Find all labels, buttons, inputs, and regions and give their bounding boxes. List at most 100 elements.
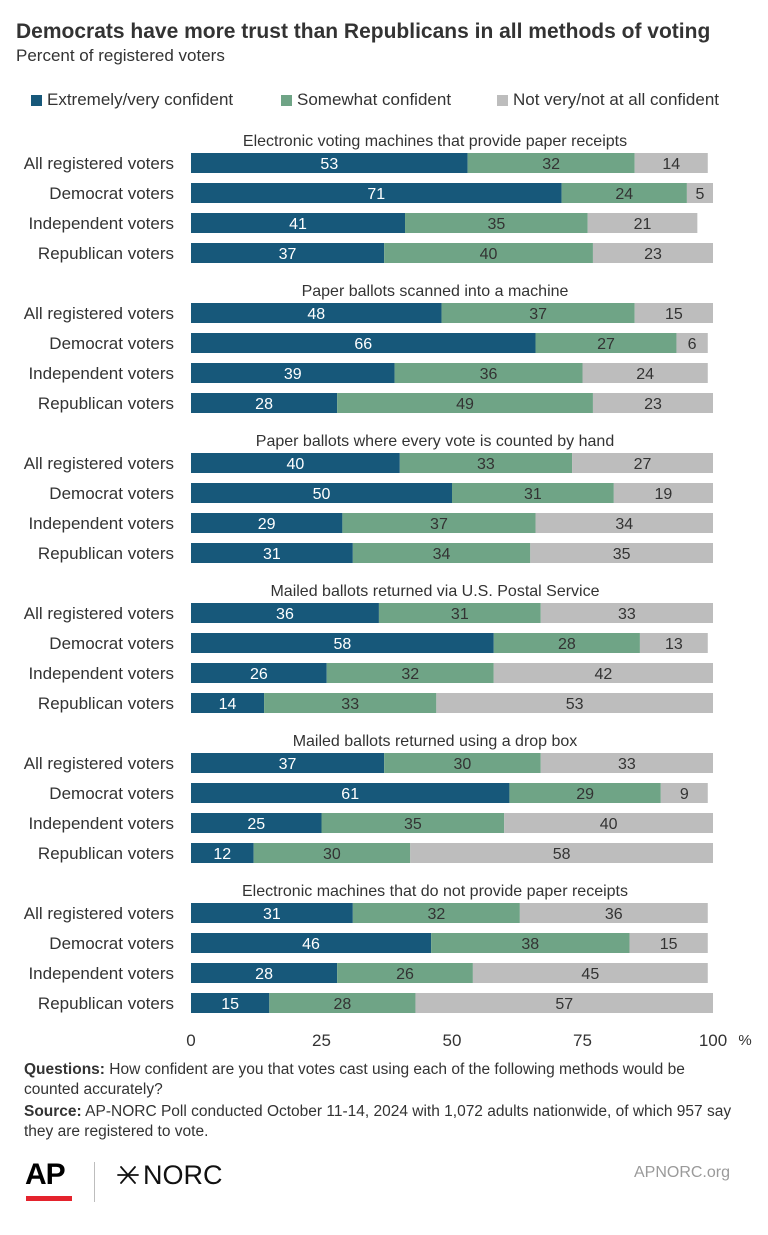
bar-segment-not-very-not-at-all-confident [634,303,713,323]
row-label: Independent voters [28,364,174,383]
bar-segment-not-very-not-at-all-confident [613,483,713,503]
bar-segment-extremely-very-confident [191,333,536,353]
data-label: 35 [487,216,505,233]
data-label: 36 [480,366,498,383]
data-label: 28 [255,966,273,983]
data-label: 32 [542,156,560,173]
data-label: 31 [263,906,281,923]
data-label: 5 [695,186,704,203]
data-label: 50 [313,486,331,503]
bar-segment-somewhat-confident [561,183,687,203]
legend: Extremely/very confident Somewhat confid… [0,90,768,112]
bar-segment-extremely-very-confident [191,183,562,203]
data-label: 40 [480,246,498,263]
ap-logo-text: AP [25,1158,66,1191]
data-label: 41 [289,216,307,233]
data-label: 27 [597,336,615,353]
chart-title: Democrats have more trust than Republica… [16,20,711,43]
bar-segment-somewhat-confident [253,843,411,863]
row-label: Democrat voters [49,634,174,653]
data-label: 15 [660,936,678,953]
bar-segment-not-very-not-at-all-confident [519,903,708,923]
bar-segment-somewhat-confident [337,393,593,413]
row-label: Republican voters [38,394,174,413]
bar-segment-somewhat-confident [269,993,416,1013]
chart-subtitle: Percent of registered voters [16,46,225,65]
data-label: 28 [333,996,351,1013]
row-label: Democrat voters [49,484,174,503]
row-label: All registered voters [24,904,174,923]
bar-segment-extremely-very-confident [191,603,379,623]
data-label: 37 [529,306,547,323]
data-label: 14 [662,156,680,173]
data-label: 39 [284,366,302,383]
data-label: 35 [404,816,422,833]
data-label: 33 [477,456,495,473]
bar-segment-extremely-very-confident [191,963,338,983]
data-label: 24 [615,186,633,203]
bar-segment-extremely-very-confident [191,213,406,233]
data-label: 29 [576,786,594,803]
legend-item-somewhat: Somewhat confident [281,90,451,110]
x-tick-label: 75 [573,1031,592,1050]
data-label: 66 [354,336,372,353]
data-label: 34 [433,546,451,563]
bar-segment-not-very-not-at-all-confident [530,543,713,563]
row-label: Republican voters [38,544,174,563]
data-label: 30 [323,846,341,863]
data-label: 61 [341,786,359,803]
ap-logo-bar [26,1196,72,1201]
data-label: 34 [615,516,633,533]
row-label: All registered voters [24,154,174,173]
bar-segment-extremely-very-confident [191,363,395,383]
norc-logo: NORC [115,1158,223,1192]
data-label: 23 [644,396,662,413]
bar-segment-extremely-very-confident [191,933,432,953]
bar-segment-not-very-not-at-all-confident [639,633,708,653]
x-tick-label: 50 [443,1031,462,1050]
data-label: 32 [427,906,445,923]
data-label: 53 [566,696,584,713]
data-label: 27 [634,456,652,473]
bar-segment-extremely-very-confident [191,453,400,473]
bar-segment-somewhat-confident [431,933,630,953]
bar-segment-not-very-not-at-all-confident [410,843,713,863]
bar-segment-somewhat-confident [384,243,593,263]
bar-segment-somewhat-confident [399,453,573,473]
data-label: 36 [276,606,294,623]
data-label: 31 [263,546,281,563]
data-label: 13 [665,636,683,653]
row-label: Independent voters [28,214,174,233]
data-label: 9 [680,786,689,803]
bar-segment-not-very-not-at-all-confident [436,693,713,713]
bar-segment-extremely-very-confident [191,813,322,833]
data-label: 38 [521,936,539,953]
questions-text: How confident are you that votes cast us… [24,1061,685,1098]
row-label: Democrat voters [49,934,174,953]
bar-segment-extremely-very-confident [191,483,452,503]
questions-note: Questions: How confident are you that vo… [24,1060,744,1100]
data-label: 33 [341,696,359,713]
bar-segment-not-very-not-at-all-confident [592,393,713,413]
bar-segment-somewhat-confident [394,363,583,383]
stacked-bar-chart: Electronic voting machines that provide … [24,133,752,1050]
bar-segment-not-very-not-at-all-confident [472,963,708,983]
data-label: 30 [454,756,472,773]
data-label: 29 [258,516,276,533]
bar-segment-somewhat-confident [321,813,505,833]
bar-segment-not-very-not-at-all-confident [535,513,713,533]
site-url: APNORC.org [633,1164,730,1181]
data-label: 71 [367,186,385,203]
bar-segment-extremely-very-confident [191,843,254,863]
data-label: 42 [594,666,612,683]
bar-segment-somewhat-confident [441,303,635,323]
row-label: All registered voters [24,604,174,623]
data-label: 46 [302,936,320,953]
bar-segment-somewhat-confident [405,213,588,233]
bar-segment-extremely-very-confident [191,633,494,653]
legend-item-not-very: Not very/not at all confident [497,90,719,110]
data-label: 40 [287,456,305,473]
legend-label: Somewhat confident [297,90,452,109]
data-label: 26 [250,666,268,683]
legend-swatch-green [281,94,292,106]
